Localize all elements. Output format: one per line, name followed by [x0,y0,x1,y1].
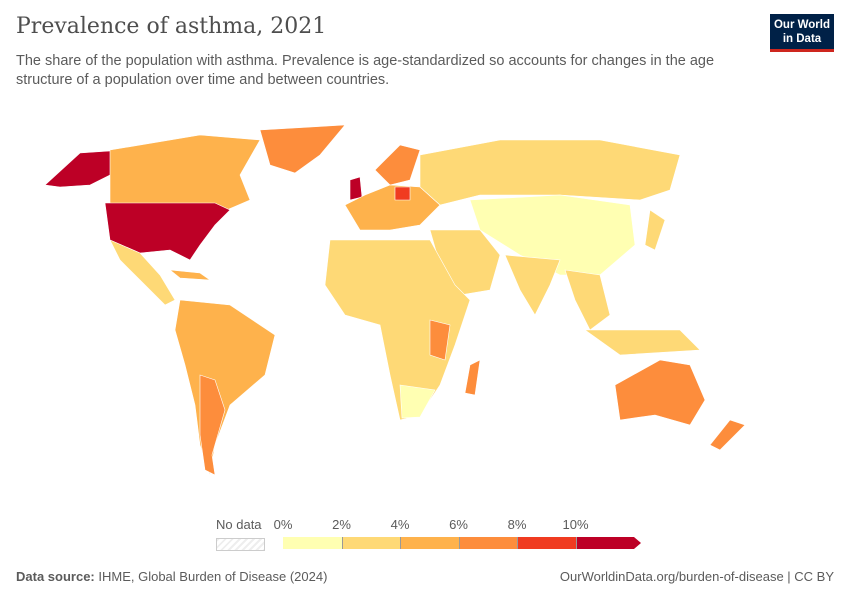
legend-tick: 4% [390,517,410,532]
map-legend: No data 0% 2% 4% 6% 8% 10% [210,515,650,555]
no-data-label: No data [216,517,262,532]
region-caribbean[interactable] [169,269,212,281]
region-mexico-central[interactable] [109,239,176,306]
owid-logo[interactable]: Our World in Data [770,14,834,52]
no-data-swatch [216,538,265,551]
legend-bin [283,537,342,549]
region-south-africa[interactable] [399,384,436,419]
region-australia[interactable] [614,359,706,426]
legend-tick: 10% [562,517,589,532]
source-label: Data source: [16,569,95,584]
chart-subtitle: The share of the population with asthma.… [16,53,715,88]
region-east-africa[interactable] [429,319,451,361]
region-chile-argentina[interactable] [199,374,226,476]
region-poland[interactable] [394,186,411,201]
region-russia[interactable] [419,139,681,206]
legend-bin [517,537,577,549]
legend-tick: 0% [273,517,293,532]
source-text: IHME, Global Burden of Disease (2024) [98,569,328,584]
region-south-america[interactable] [174,299,276,476]
footer-link[interactable]: OurWorldinData.org/burden-of-disease | C… [559,569,834,584]
world-map[interactable] [0,115,850,515]
region-scandinavia[interactable] [374,144,421,186]
legend-bin [400,537,460,549]
legend-tick: 8% [507,517,527,532]
legend-tick: 6% [449,517,468,532]
region-indonesia[interactable] [584,329,701,356]
region-greenland[interactable] [259,124,346,174]
region-uk[interactable] [349,176,363,201]
legend-tick: 2% [332,517,351,532]
legend-bin [575,537,641,549]
legend-bin [458,537,518,549]
legend-bin [341,537,401,549]
region-madagascar[interactable] [464,359,481,396]
region-new-zealand[interactable] [709,419,746,451]
chart-title: Prevalence of asthma, 2021 [16,14,327,39]
region-japan[interactable] [644,209,666,251]
region-india[interactable] [504,254,561,316]
data-source: Data source: IHME, Global Burden of Dise… [16,569,327,584]
region-se-asia[interactable] [564,269,611,331]
